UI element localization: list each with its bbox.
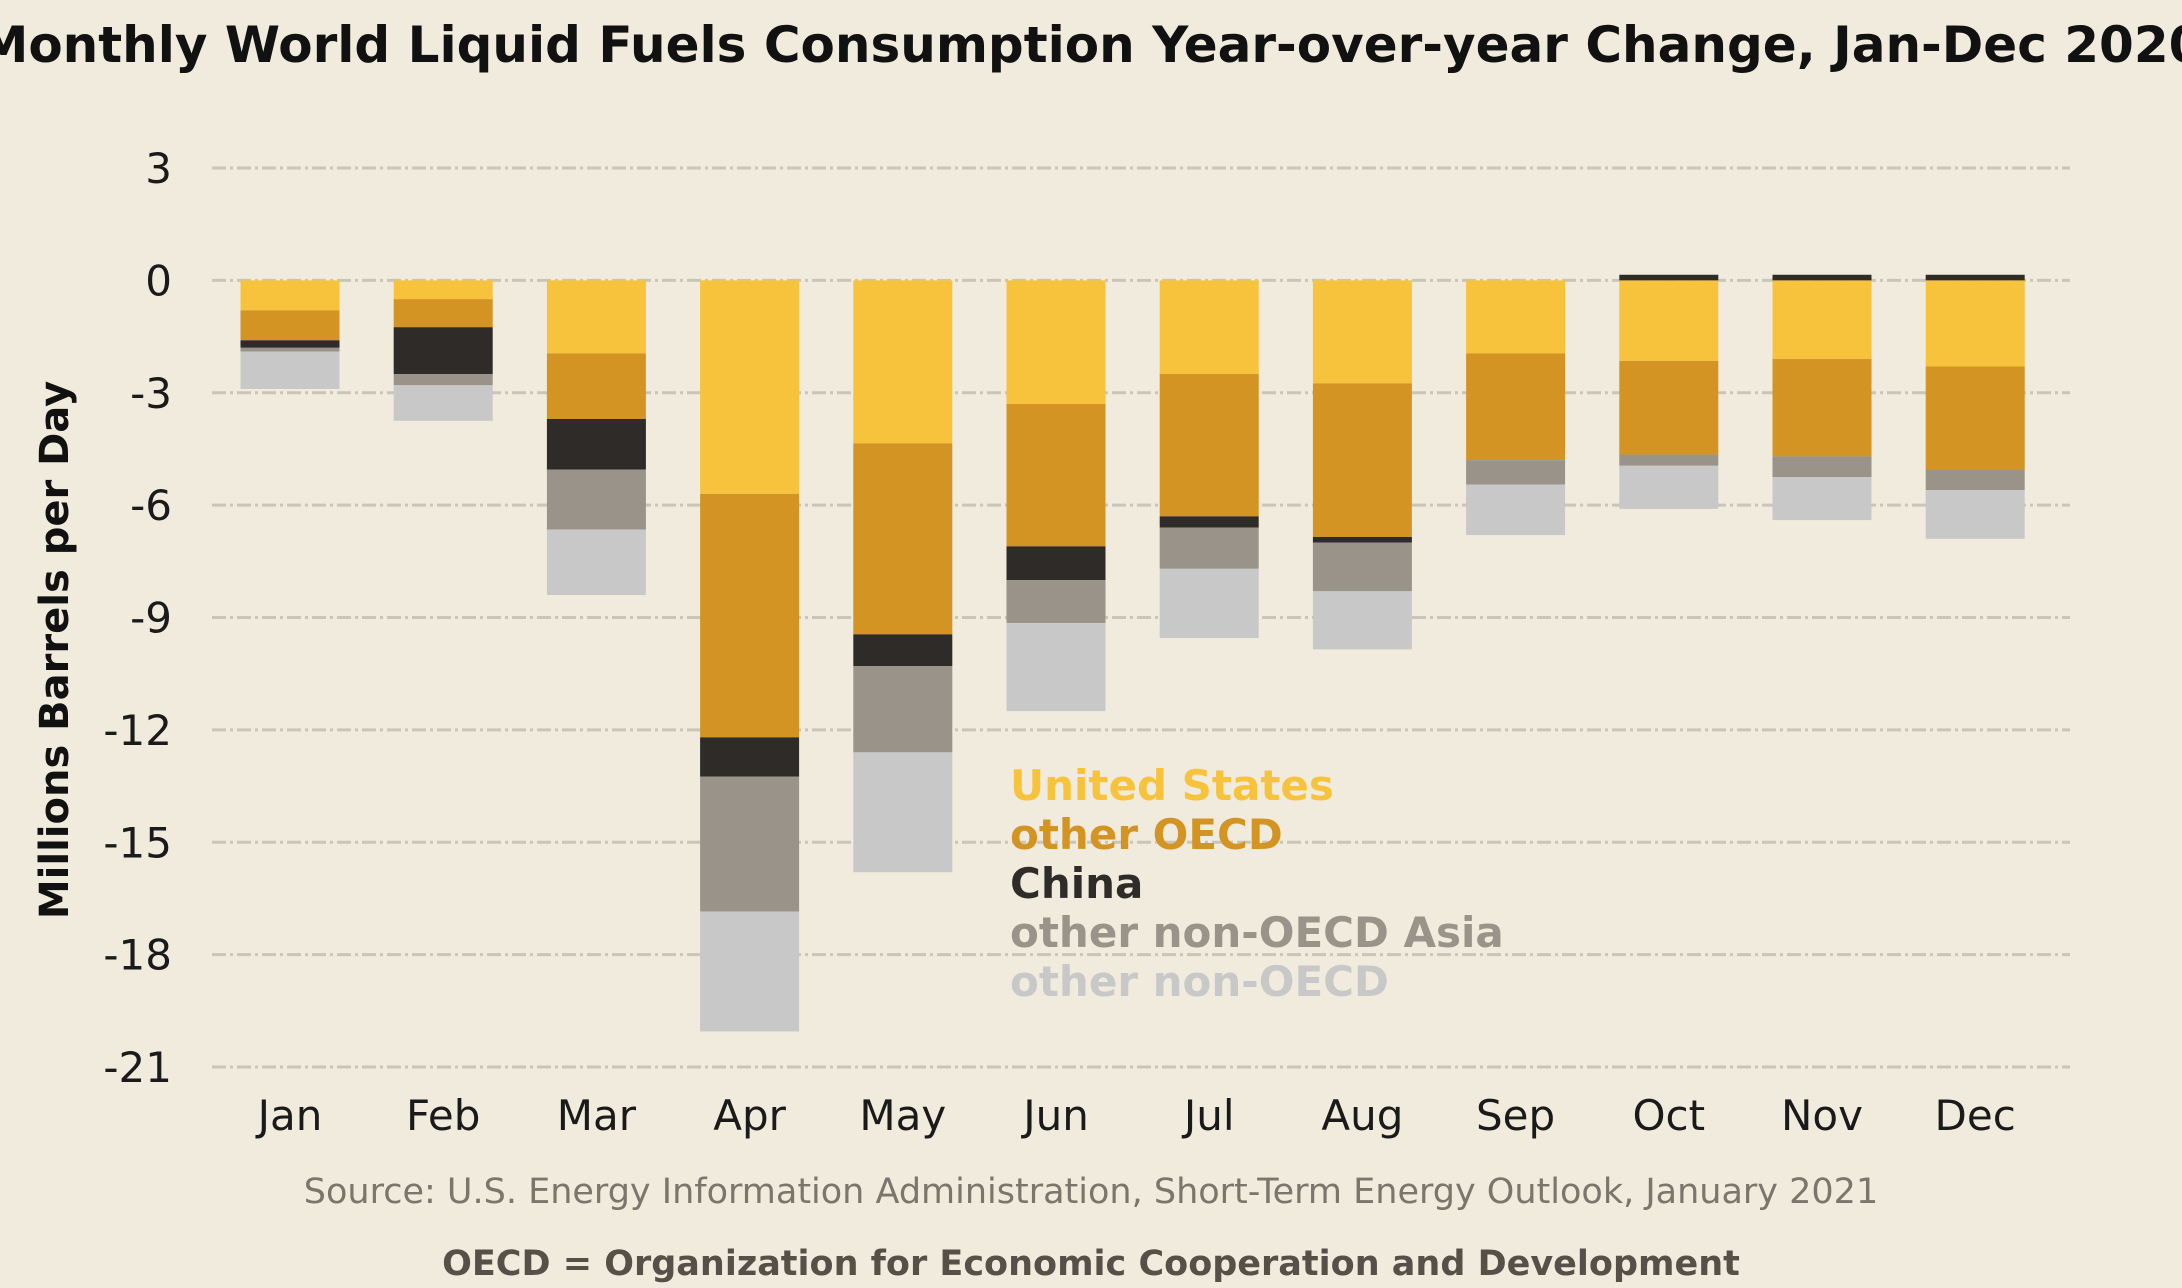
bar-segment-sep-series-4	[1466, 484, 1566, 536]
bar-segment-may-series-2	[853, 634, 953, 667]
bar-segment-apr-series-3	[700, 776, 800, 912]
bar-segment-aug-series-0	[1312, 280, 1412, 384]
grid-lines	[212, 166, 2070, 1069]
y-tick-label: 0	[145, 256, 172, 305]
bar-segment-aug-series-2	[1312, 536, 1412, 543]
bar-segment-jan-series-4	[240, 351, 340, 390]
bar-segment-jan-series-1	[240, 310, 340, 341]
bar-segment-jul-series-1	[1159, 374, 1259, 517]
bar-segment-oct-series-2	[1619, 274, 1719, 281]
bar-segment-mar-series-3	[546, 469, 646, 530]
footnote: OECD = Organization for Economic Coopera…	[442, 1244, 1740, 1284]
bar-segment-jun-series-1	[1006, 403, 1106, 547]
bar-segment-oct-series-3	[1619, 454, 1719, 466]
chart-title: Monthly World Liquid Fuels Consumption Y…	[0, 16, 2182, 74]
y-axis-ticks: 3 0 -3 -6 -9 -12 -15 -18 -21	[103, 144, 172, 1092]
bar-segment-sep-series-0	[1466, 280, 1566, 354]
legend-entry: other OECD	[1010, 810, 1283, 859]
y-tick-label: -18	[103, 931, 172, 980]
bar-segment-aug-series-3	[1312, 542, 1412, 592]
legend-entry: other non-OECD	[1010, 957, 1389, 1006]
bar-segment-dec-series-3	[1925, 469, 2025, 491]
bar-segment-nov-series-1	[1772, 359, 1872, 457]
y-tick-label: -9	[130, 594, 172, 643]
bar-segment-mar-series-2	[546, 418, 646, 470]
x-tick-label: Apr	[713, 1091, 786, 1140]
legend-entry: China	[1010, 859, 1143, 908]
x-axis-ticks: Jan Feb Mar Apr May Jun Jul Aug Sep Oct Nov Dec	[255, 1091, 2016, 1140]
bar-segment-feb-series-4	[393, 385, 493, 421]
bar-segment-feb-series-3	[393, 374, 493, 386]
x-tick-label: Sep	[1476, 1091, 1555, 1140]
bar-segment-dec-series-0	[1925, 280, 2025, 367]
source-note: Source: U.S. Energy Information Administ…	[304, 1172, 1878, 1212]
y-tick-label: -3	[130, 369, 172, 418]
bar-segment-may-series-0	[853, 280, 953, 444]
bar-segment-oct-series-1	[1619, 360, 1719, 455]
bar-segment-apr-series-2	[700, 737, 800, 777]
bar-segment-may-series-1	[853, 443, 953, 635]
x-tick-label: Feb	[406, 1091, 480, 1140]
bar-segment-dec-series-2	[1925, 274, 2025, 281]
bar-segment-jan-series-2	[240, 340, 340, 348]
x-tick-label: Nov	[1781, 1091, 1863, 1140]
bar-segment-mar-series-1	[546, 353, 646, 419]
bar-segment-nov-series-0	[1772, 280, 1872, 360]
bar-segment-dec-series-1	[1925, 366, 2025, 470]
bar-segment-mar-series-4	[546, 529, 646, 596]
bar-segment-aug-series-4	[1312, 591, 1412, 650]
bar-segment-nov-series-4	[1772, 477, 1872, 521]
legend-entry: other non-OECD Asia	[1010, 908, 1504, 957]
bar-segment-jun-series-3	[1006, 580, 1106, 624]
x-tick-label: Mar	[557, 1091, 637, 1140]
bar-segment-may-series-3	[853, 666, 953, 753]
x-tick-label: Dec	[1935, 1091, 2016, 1140]
bar-segment-oct-series-0	[1619, 280, 1719, 361]
x-tick-label: May	[859, 1091, 946, 1140]
bar-segment-sep-series-1	[1466, 353, 1566, 461]
bar-segment-feb-series-1	[393, 299, 493, 328]
x-tick-label: Oct	[1632, 1091, 1705, 1140]
bar-segment-jun-series-0	[1006, 280, 1106, 404]
bar-segment-jun-series-4	[1006, 623, 1106, 712]
bar-segment-feb-series-2	[393, 327, 493, 375]
bar-segment-nov-series-3	[1772, 456, 1872, 478]
y-tick-label: 3	[145, 144, 172, 193]
bar-segment-sep-series-3	[1466, 460, 1566, 485]
bar-segment-feb-series-0	[393, 280, 493, 300]
y-tick-label: -21	[103, 1043, 172, 1092]
bar-segment-mar-series-0	[546, 280, 646, 354]
bar-segment-jan-series-3	[240, 347, 340, 352]
x-tick-label: Aug	[1321, 1091, 1403, 1140]
bar-segment-apr-series-0	[700, 280, 800, 494]
bar-segment-may-series-4	[853, 752, 953, 873]
bar-segment-jul-series-2	[1159, 516, 1259, 528]
x-tick-label: Jun	[1020, 1091, 1089, 1140]
y-tick-label: -6	[130, 481, 172, 530]
bar-segment-dec-series-4	[1925, 490, 2025, 539]
bar-segment-jul-series-4	[1159, 568, 1259, 639]
bar-segment-oct-series-4	[1619, 465, 1719, 509]
bar-segment-jan-series-0	[240, 280, 340, 311]
y-tick-label: -12	[103, 706, 172, 755]
x-tick-label: Jan	[255, 1091, 323, 1140]
legend-entry: United States	[1010, 761, 1334, 810]
bar-segment-aug-series-1	[1312, 383, 1412, 537]
x-tick-label: Jul	[1181, 1091, 1235, 1140]
bar-segment-jul-series-0	[1159, 280, 1259, 375]
bar-segment-apr-series-4	[700, 911, 800, 1032]
y-axis-label: Millions Barrels per Day	[32, 381, 78, 919]
bar-segment-jul-series-3	[1159, 527, 1259, 569]
bars	[240, 274, 2025, 1032]
y-tick-label: -15	[103, 818, 172, 867]
bar-segment-jun-series-2	[1006, 546, 1106, 581]
bar-segment-apr-series-1	[700, 493, 800, 738]
bar-segment-nov-series-2	[1772, 274, 1872, 281]
